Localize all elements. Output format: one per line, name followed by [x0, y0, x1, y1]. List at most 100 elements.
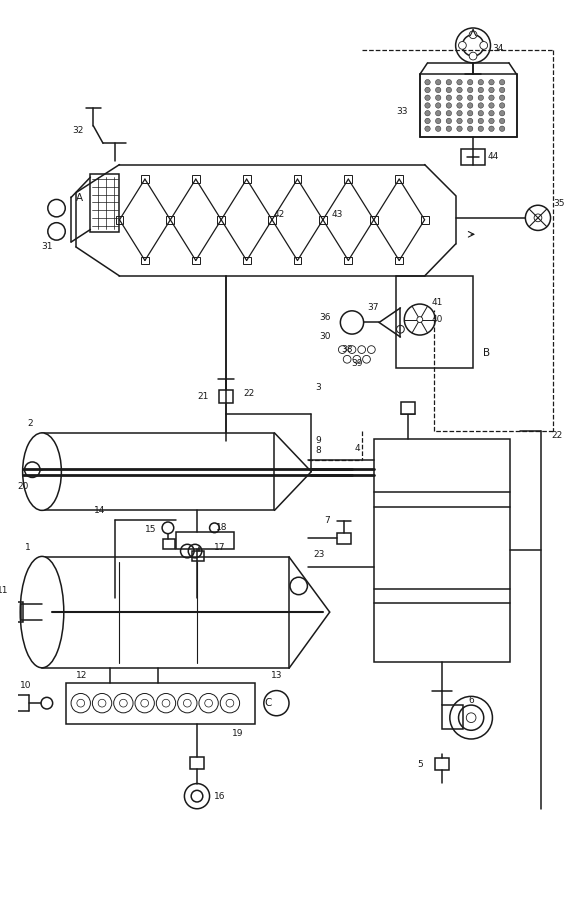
Circle shape	[457, 95, 462, 100]
Text: 9: 9	[315, 437, 321, 445]
Circle shape	[436, 87, 441, 93]
Bar	[243, 175, 250, 183]
Text: 14: 14	[94, 506, 105, 515]
Circle shape	[457, 87, 462, 93]
Bar	[219, 391, 233, 402]
Bar	[420, 75, 517, 137]
Circle shape	[446, 79, 452, 85]
Circle shape	[469, 31, 477, 39]
Text: 23: 23	[313, 551, 324, 559]
Text: 8: 8	[315, 446, 321, 455]
Circle shape	[488, 79, 494, 85]
Circle shape	[467, 87, 473, 93]
Bar	[268, 216, 276, 224]
Circle shape	[478, 95, 483, 100]
Text: 6: 6	[468, 695, 474, 705]
Bar	[190, 757, 204, 769]
Text: 33: 33	[396, 107, 408, 116]
Circle shape	[457, 79, 462, 85]
Circle shape	[467, 126, 473, 132]
Text: 35: 35	[553, 199, 565, 208]
Circle shape	[446, 126, 452, 132]
Circle shape	[425, 126, 430, 132]
Circle shape	[488, 126, 494, 132]
Circle shape	[478, 79, 483, 85]
Circle shape	[478, 111, 483, 116]
Circle shape	[499, 87, 505, 93]
Circle shape	[436, 79, 441, 85]
Circle shape	[499, 126, 505, 132]
Text: 30: 30	[319, 332, 331, 342]
Circle shape	[425, 118, 430, 123]
Circle shape	[417, 317, 423, 322]
Circle shape	[499, 111, 505, 116]
Bar	[192, 175, 200, 183]
Circle shape	[446, 95, 452, 100]
Bar	[141, 257, 149, 264]
Text: 17: 17	[215, 542, 226, 552]
Circle shape	[446, 118, 452, 123]
Bar	[421, 216, 428, 224]
Bar	[163, 540, 175, 549]
Circle shape	[478, 103, 483, 108]
Circle shape	[469, 52, 477, 60]
Text: 7: 7	[324, 516, 329, 525]
Text: 5: 5	[417, 760, 423, 769]
Ellipse shape	[20, 556, 64, 668]
Bar	[90, 174, 119, 232]
Circle shape	[446, 111, 452, 116]
Bar	[13, 602, 23, 622]
Bar	[395, 175, 403, 183]
Circle shape	[499, 103, 505, 108]
Circle shape	[457, 118, 462, 123]
Circle shape	[457, 126, 462, 132]
Text: B: B	[483, 348, 490, 358]
Circle shape	[467, 103, 473, 108]
Bar	[166, 216, 174, 224]
Bar	[395, 276, 473, 368]
Circle shape	[425, 95, 430, 100]
Text: 34: 34	[492, 44, 504, 52]
Text: 21: 21	[197, 391, 208, 401]
Circle shape	[499, 79, 505, 85]
Bar	[442, 705, 463, 729]
Circle shape	[446, 103, 452, 108]
Bar	[319, 216, 327, 224]
Circle shape	[467, 79, 473, 85]
Text: 10: 10	[20, 682, 31, 690]
Bar	[176, 531, 234, 549]
Text: 15: 15	[145, 525, 156, 534]
Bar	[141, 175, 149, 183]
Circle shape	[488, 111, 494, 116]
Text: 12: 12	[76, 670, 87, 680]
Text: 11: 11	[0, 587, 8, 595]
Bar	[243, 257, 250, 264]
Text: 36: 36	[319, 313, 331, 322]
Bar	[370, 216, 378, 224]
Circle shape	[436, 126, 441, 132]
Bar	[42, 433, 274, 510]
Circle shape	[436, 103, 441, 108]
Text: 37: 37	[367, 303, 379, 312]
Text: 16: 16	[215, 792, 226, 800]
Text: 18: 18	[216, 523, 228, 532]
Text: 19: 19	[232, 729, 244, 738]
Text: 4: 4	[354, 444, 360, 453]
Circle shape	[467, 118, 473, 123]
Text: 38: 38	[341, 345, 353, 354]
Circle shape	[458, 41, 466, 50]
Text: 42: 42	[274, 210, 285, 219]
Circle shape	[478, 87, 483, 93]
Bar	[294, 175, 302, 183]
Bar	[461, 149, 485, 165]
Text: 39: 39	[351, 358, 362, 367]
Text: 40: 40	[432, 315, 443, 324]
Circle shape	[425, 79, 430, 85]
Bar	[344, 257, 352, 264]
Circle shape	[499, 118, 505, 123]
Circle shape	[488, 87, 494, 93]
Bar	[218, 216, 225, 224]
Circle shape	[467, 95, 473, 100]
Circle shape	[436, 95, 441, 100]
Bar	[344, 175, 352, 183]
